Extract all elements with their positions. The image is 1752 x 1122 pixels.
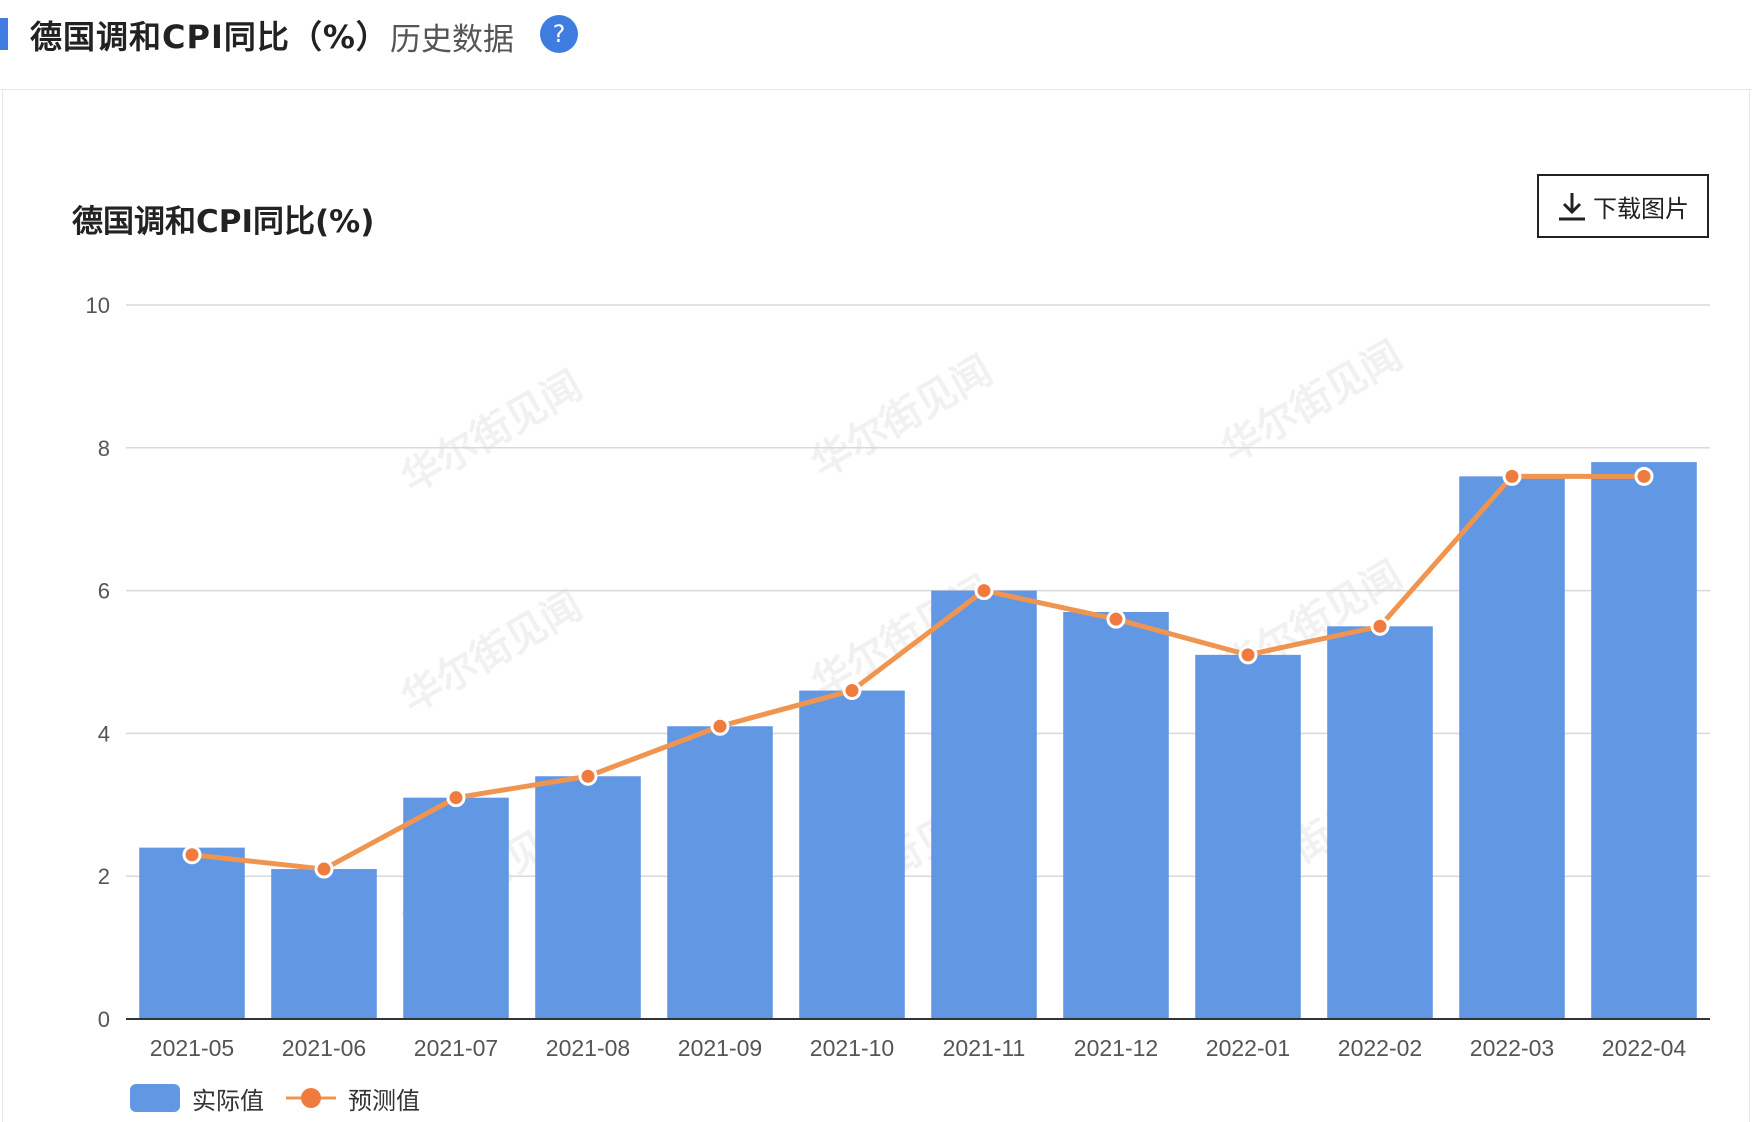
forecast-point <box>842 681 862 701</box>
x-tick-label: 2021-10 <box>810 1035 894 1061</box>
bar <box>1195 654 1301 1019</box>
bar <box>271 869 377 1019</box>
forecast-point <box>1370 616 1390 636</box>
bar <box>1063 612 1169 1019</box>
chart-title: 德国调和CPI同比(%) <box>72 204 375 240</box>
legend-label-forecast: 预测值 <box>348 1086 420 1115</box>
legend-line-swatch <box>284 1083 348 1113</box>
chart-panel <box>2 90 1750 1122</box>
forecast-point <box>1106 609 1126 629</box>
x-tick-label: 2021-05 <box>150 1035 234 1061</box>
forecast-point <box>974 581 994 601</box>
forecast-point <box>710 716 730 736</box>
download-image-button[interactable]: 下载图片 <box>1537 174 1709 238</box>
forecast-point <box>578 766 598 786</box>
x-tick-label: 2021-11 <box>943 1035 1026 1061</box>
forecast-point <box>182 845 202 865</box>
bar <box>799 690 905 1019</box>
legend-item-forecast[interactable]: 预测值 <box>284 1081 420 1116</box>
page-header: 德国调和CPI同比（%） 历史数据 ? <box>0 0 1752 90</box>
y-tick-label: 2 <box>98 864 110 889</box>
x-tick-label: 2021-09 <box>678 1035 762 1061</box>
bar <box>931 590 1037 1019</box>
x-tick-label: 2022-04 <box>1602 1035 1687 1061</box>
header-accent-bar <box>0 18 8 50</box>
x-tick-label: 2021-07 <box>414 1035 498 1061</box>
x-tick-label: 2022-02 <box>1338 1035 1422 1061</box>
legend-dot <box>301 1088 321 1108</box>
forecast-point <box>314 859 334 879</box>
help-icon[interactable]: ? <box>540 15 578 53</box>
bar <box>667 726 773 1019</box>
x-tick-label: 2021-08 <box>546 1035 630 1061</box>
download-button-label: 下载图片 <box>1593 194 1689 223</box>
y-tick-label: 4 <box>98 721 110 746</box>
forecast-point <box>446 788 466 808</box>
x-tick-label: 2022-03 <box>1470 1035 1554 1061</box>
x-tick-label: 2021-12 <box>1074 1035 1158 1061</box>
history-data-link[interactable]: 历史数据 <box>390 22 514 58</box>
bar <box>535 776 641 1019</box>
bar <box>1327 626 1433 1019</box>
y-tick-label: 6 <box>98 579 110 604</box>
page-title: 德国调和CPI同比（%） <box>30 18 389 56</box>
y-tick-label: 0 <box>98 1007 110 1032</box>
legend-item-actual[interactable]: 实际值 <box>130 1081 264 1116</box>
bar <box>1459 476 1565 1019</box>
bar <box>1591 462 1697 1020</box>
legend-bar-swatch <box>130 1084 180 1112</box>
x-tick-label: 2022-01 <box>1206 1035 1290 1061</box>
forecast-point <box>1238 645 1258 665</box>
forecast-line <box>191 473 1644 872</box>
chart-legend: 实际值 预测值 <box>130 1080 440 1116</box>
y-tick-label: 10 <box>86 293 110 318</box>
legend-label-actual: 实际值 <box>192 1086 264 1115</box>
y-tick-label: 8 <box>98 436 110 461</box>
bar <box>403 797 509 1019</box>
x-tick-label: 2021-06 <box>282 1035 366 1061</box>
forecast-point <box>1502 466 1522 486</box>
bar <box>139 847 245 1019</box>
download-icon <box>1557 190 1587 222</box>
forecast-point <box>1634 466 1654 486</box>
